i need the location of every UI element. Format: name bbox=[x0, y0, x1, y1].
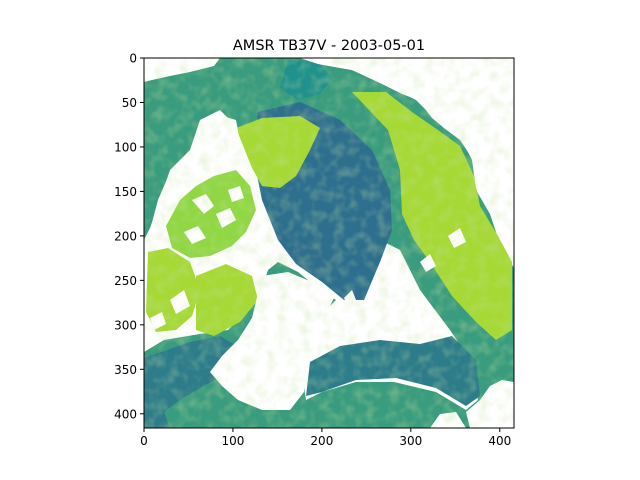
x-axis: 0 100 200 300 400 bbox=[140, 428, 511, 448]
y-tick-label: 0 bbox=[129, 52, 137, 66]
ice-texture bbox=[144, 58, 514, 428]
chart-title: AMSR TB37V - 2003-05-01 bbox=[233, 38, 425, 54]
x-tick-label: 200 bbox=[310, 434, 333, 448]
plot-area bbox=[144, 58, 514, 428]
y-tick-label: 100 bbox=[114, 140, 137, 154]
y-axis: 0 50 100 150 200 250 300 350 400 bbox=[114, 52, 144, 421]
y-tick-label: 200 bbox=[114, 229, 137, 243]
x-tick-label: 0 bbox=[140, 434, 148, 448]
x-tick-label: 400 bbox=[488, 434, 511, 448]
y-tick-label: 250 bbox=[114, 274, 137, 288]
y-tick-label: 150 bbox=[114, 185, 137, 199]
y-tick-label: 350 bbox=[114, 363, 137, 377]
axes-frame bbox=[143, 57, 515, 429]
y-tick-label: 400 bbox=[114, 407, 137, 421]
x-tick-label: 300 bbox=[399, 434, 422, 448]
y-tick-label: 300 bbox=[114, 318, 137, 332]
y-tick-label: 50 bbox=[122, 96, 137, 110]
x-tick-label: 100 bbox=[221, 434, 244, 448]
